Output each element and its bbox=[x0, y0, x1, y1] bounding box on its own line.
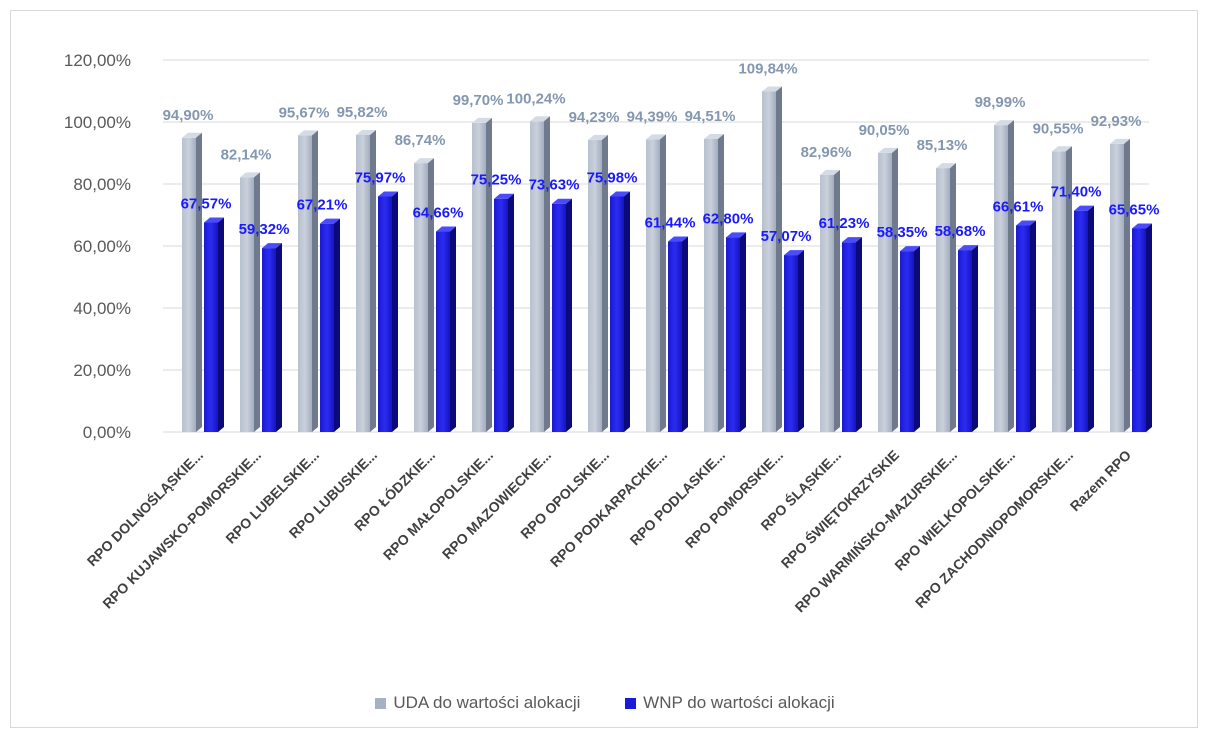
bar-wnp bbox=[436, 226, 456, 432]
x-axis: RPO DOLNOŚLĄSKIE...RPO KUJAWSKO-POMORSKI… bbox=[83, 446, 1134, 615]
legend-item-wnp: WNP do wartości alokacji bbox=[625, 693, 835, 713]
bar-wnp bbox=[1016, 220, 1036, 432]
chart-frame: 0,00% 20,00% 40,00% 60,00% 80,00% 100,00% 120,… bbox=[10, 10, 1198, 728]
y-tick-label: 80,00% bbox=[73, 175, 131, 194]
data-label-wnp: 64,66% bbox=[413, 205, 464, 222]
legend: UDA do wartości alokacji WNP do wartości… bbox=[11, 693, 1199, 714]
bar-wnp bbox=[552, 198, 572, 432]
legend-label-wnp: WNP do wartości alokacji bbox=[643, 693, 835, 712]
data-label-uda: 82,96% bbox=[801, 144, 852, 161]
bar-uda bbox=[182, 132, 202, 432]
data-label-wnp: 75,98% bbox=[587, 169, 638, 186]
bar-uda bbox=[646, 134, 666, 433]
x-tick-label: RPO PODKARPACKIE... bbox=[547, 447, 670, 570]
data-label-uda: 94,39% bbox=[627, 108, 678, 125]
legend-label-uda: UDA do wartości alokacji bbox=[393, 693, 581, 712]
data-label-wnp: 59,32% bbox=[239, 221, 290, 238]
data-labels: 94,90% 67,57% 82,14% 59,32% 95,67% 67,21% 95,8… bbox=[163, 60, 1160, 245]
x-tick-label: RPO PODLASKIE... bbox=[627, 447, 729, 549]
bar-wnp bbox=[262, 243, 282, 432]
x-tick-label: RPO DOLNOŚLĄSKIE... bbox=[83, 446, 206, 569]
data-label-uda: 94,51% bbox=[685, 108, 736, 125]
bar-uda bbox=[820, 169, 840, 432]
data-label-wnp: 67,57% bbox=[181, 196, 232, 213]
data-label-wnp: 62,80% bbox=[703, 210, 754, 227]
bar-wnp bbox=[378, 191, 398, 432]
data-label-uda: 109,84% bbox=[738, 60, 797, 77]
bar-wnp bbox=[842, 237, 862, 432]
bar-uda bbox=[878, 147, 898, 432]
data-label-uda: 98,99% bbox=[975, 94, 1026, 111]
bar-uda bbox=[414, 158, 434, 432]
bar-wnp bbox=[668, 236, 688, 432]
data-label-uda: 90,05% bbox=[859, 122, 910, 139]
data-label-uda: 82,14% bbox=[221, 146, 272, 163]
data-label-uda: 90,55% bbox=[1033, 120, 1084, 137]
bar-wnp bbox=[900, 246, 920, 432]
data-label-wnp: 71,40% bbox=[1051, 184, 1102, 201]
data-label-uda: 85,13% bbox=[917, 137, 968, 154]
data-label-wnp: 67,21% bbox=[297, 197, 348, 214]
bar-wnp bbox=[320, 218, 340, 432]
bar-uda bbox=[994, 120, 1014, 433]
bars bbox=[182, 86, 1152, 433]
data-label-wnp: 58,35% bbox=[877, 224, 928, 241]
x-tick-label: RPO MAŁOPOLSKIE... bbox=[380, 447, 496, 563]
bar-uda bbox=[298, 130, 318, 432]
y-axis: 0,00% 20,00% 40,00% 60,00% 80,00% 100,00% 120,… bbox=[64, 51, 131, 442]
bar-uda bbox=[240, 172, 260, 432]
x-tick-label: RPO POMORSKIE... bbox=[682, 447, 786, 551]
data-label-wnp: 75,25% bbox=[471, 172, 522, 189]
data-label-uda: 99,70% bbox=[453, 92, 504, 109]
y-tick-label: 20,00% bbox=[73, 361, 131, 380]
y-tick-label: 40,00% bbox=[73, 299, 131, 318]
bar-wnp bbox=[726, 232, 746, 432]
data-label-uda: 94,90% bbox=[163, 107, 214, 124]
legend-swatch-uda bbox=[375, 697, 387, 709]
data-label-wnp: 75,97% bbox=[355, 169, 406, 186]
data-label-uda: 92,93% bbox=[1091, 113, 1142, 130]
bar-wnp bbox=[494, 193, 514, 432]
bar-wnp bbox=[610, 191, 630, 432]
data-label-wnp: 57,07% bbox=[761, 228, 812, 245]
bar-uda bbox=[1110, 138, 1130, 433]
bar-uda bbox=[356, 129, 376, 432]
data-label-wnp: 61,44% bbox=[645, 215, 696, 232]
data-label-uda: 95,82% bbox=[337, 104, 388, 121]
data-label-uda: 95,67% bbox=[279, 104, 330, 121]
bar-wnp bbox=[1132, 223, 1152, 432]
bar-uda bbox=[588, 134, 608, 432]
data-label-wnp: 66,61% bbox=[993, 199, 1044, 216]
data-label-uda: 86,74% bbox=[395, 132, 446, 149]
data-label-wnp: 65,65% bbox=[1109, 201, 1160, 218]
data-label-wnp: 61,23% bbox=[819, 215, 870, 232]
data-label-wnp: 73,63% bbox=[529, 177, 580, 194]
bar-wnp bbox=[958, 245, 978, 432]
legend-swatch-wnp bbox=[625, 697, 637, 709]
x-tick-label: RPO MAZOWIECKIE... bbox=[439, 447, 554, 562]
x-tick-label: Razem RPO bbox=[1067, 447, 1135, 515]
bar-uda bbox=[1052, 146, 1072, 433]
bar-uda bbox=[936, 163, 956, 433]
y-tick-label: 100,00% bbox=[64, 113, 131, 132]
bar-uda bbox=[530, 116, 550, 433]
bar-uda bbox=[762, 86, 782, 432]
bar-wnp bbox=[1074, 205, 1094, 432]
bar-uda bbox=[472, 117, 492, 433]
bar-wnp bbox=[784, 250, 804, 432]
bar-uda bbox=[704, 134, 724, 433]
bar-chart: 0,00% 20,00% 40,00% 60,00% 80,00% 100,00% 120,… bbox=[64, 51, 1160, 615]
y-tick-label: 0,00% bbox=[83, 423, 131, 442]
y-tick-label: 120,00% bbox=[64, 51, 131, 70]
data-label-uda: 100,24% bbox=[506, 90, 565, 107]
x-tick-label: RPO ŚWIĘTOKRZYSKIE bbox=[777, 446, 902, 571]
x-tick-label: RPO WIELKOPOLSKIE... bbox=[891, 447, 1018, 574]
bar-wnp bbox=[204, 217, 224, 432]
data-label-uda: 94,23% bbox=[569, 109, 620, 126]
legend-item-uda: UDA do wartości alokacji bbox=[375, 693, 580, 713]
y-tick-label: 60,00% bbox=[73, 237, 131, 256]
data-label-wnp: 58,68% bbox=[935, 223, 986, 240]
